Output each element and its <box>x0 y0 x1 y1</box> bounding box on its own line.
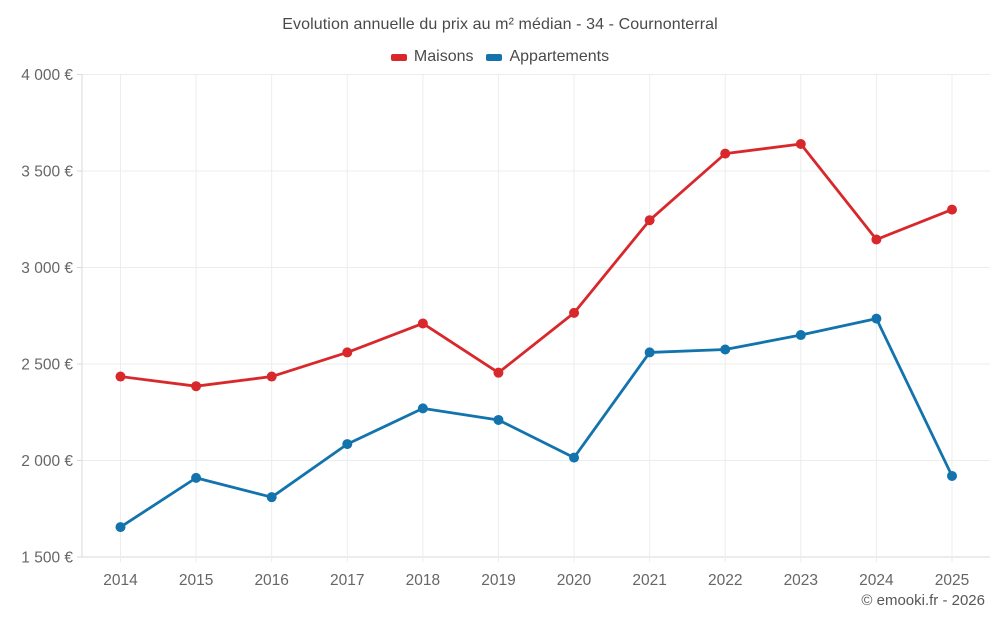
legend-swatch-maisons <box>390 53 407 61</box>
series-maisons-point-2014[interactable] <box>115 371 126 382</box>
ytick-label-4000: 4 000 € <box>21 67 73 84</box>
xtick-label-2018: 2018 <box>406 572 440 589</box>
series-maisons-point-2018[interactable] <box>417 318 428 329</box>
series-appartements-point-2025[interactable] <box>947 470 957 481</box>
ytick-label-3000: 3 000 € <box>21 260 73 277</box>
ytick-label-3500: 3 500 € <box>21 164 73 181</box>
legend-label-appartements: Appartements <box>509 48 610 65</box>
series-appartements-point-2020[interactable] <box>569 452 580 463</box>
xtick-label-2022: 2022 <box>708 572 742 589</box>
series-maisons-point-2024[interactable] <box>871 234 882 245</box>
xtick-label-2024: 2024 <box>859 572 894 589</box>
xtick-label-2017: 2017 <box>330 572 364 589</box>
xtick-label-2020: 2020 <box>557 572 592 589</box>
series-maisons-point-2021[interactable] <box>644 215 655 226</box>
xtick-label-2019: 2019 <box>481 572 515 589</box>
series-maisons-point-2017[interactable] <box>342 347 353 358</box>
series-maisons-point-2020[interactable] <box>569 307 580 318</box>
chart-title: Evolution annuelle du prix au m² médian … <box>282 16 718 33</box>
legend-label-maisons: Maisons <box>413 48 474 65</box>
series-appartements-point-2021[interactable] <box>644 347 655 358</box>
xtick-label-2014: 2014 <box>103 572 138 589</box>
ytick-label-2500: 2 500 € <box>21 357 73 374</box>
xtick-label-2021: 2021 <box>632 572 666 589</box>
xtick-label-2016: 2016 <box>254 572 288 589</box>
series-maisons-point-2023[interactable] <box>795 138 806 149</box>
xtick-label-2025: 2025 <box>935 572 969 589</box>
xtick-label-2015: 2015 <box>179 572 213 589</box>
series-appartements-point-2016[interactable] <box>266 492 277 503</box>
legend-swatch-appartements <box>486 53 503 61</box>
xtick-label-2023: 2023 <box>784 572 818 589</box>
series-appartements-point-2017[interactable] <box>342 439 353 450</box>
series-maisons-point-2025[interactable] <box>947 204 957 215</box>
series-appartements-point-2018[interactable] <box>417 403 428 414</box>
ytick-label-2000: 2 000 € <box>21 453 73 470</box>
series-appartements-point-2024[interactable] <box>871 313 882 324</box>
series-maisons-point-2016[interactable] <box>266 371 277 382</box>
ytick-label-1500: 1 500 € <box>21 550 73 567</box>
series-maisons-point-2015[interactable] <box>191 381 202 392</box>
legend: Maisons Appartements <box>0 46 1000 68</box>
series-appartements-point-2014[interactable] <box>115 522 126 533</box>
series-maisons-line <box>119 142 954 388</box>
series-appartements-point-2022[interactable] <box>720 344 731 355</box>
series-appartements-point-2015[interactable] <box>191 472 202 483</box>
legend-item-maisons[interactable]: Maisons <box>390 48 474 66</box>
series-maisons-point-2019[interactable] <box>493 367 504 378</box>
copyright-text: © emooki.fr - 2026 <box>861 592 985 609</box>
series-maisons-point-2022[interactable] <box>720 148 731 159</box>
legend-item-appartements[interactable]: Appartements <box>486 48 609 66</box>
series-appartements-point-2023[interactable] <box>795 330 806 341</box>
series-appartements-line <box>119 317 954 529</box>
series-appartements-point-2019[interactable] <box>493 414 504 425</box>
